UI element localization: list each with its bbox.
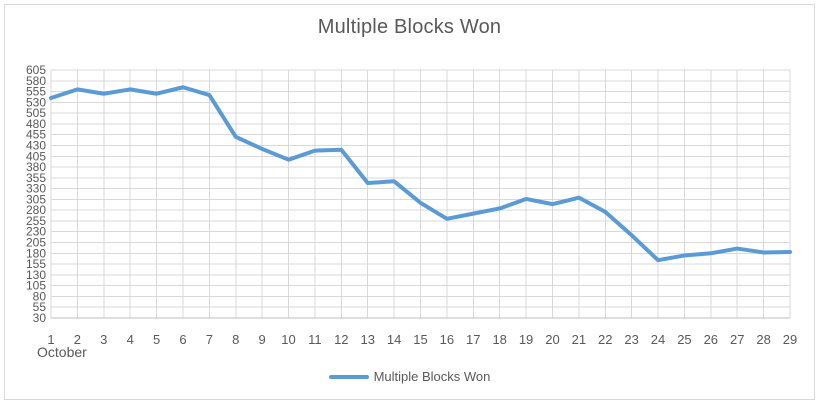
y-tick-label: 505 <box>26 106 46 120</box>
y-tick-label: 405 <box>26 149 46 163</box>
x-tick-label: 19 <box>519 332 533 347</box>
x-axis-month-label: October <box>37 344 87 360</box>
y-tick-label: 305 <box>26 192 46 206</box>
y-tick-label: 455 <box>26 128 46 142</box>
x-tick-label: 17 <box>466 332 480 347</box>
x-tick-label: 10 <box>281 332 295 347</box>
x-tick-label: 13 <box>360 332 374 347</box>
x-tick-label: 18 <box>492 332 506 347</box>
x-tick-label: 9 <box>259 332 266 347</box>
legend-label: Multiple Blocks Won <box>373 369 491 384</box>
x-tick-label: 15 <box>413 332 427 347</box>
x-tick-label: 11 <box>308 332 322 347</box>
y-tick-label: 555 <box>26 85 46 99</box>
y-tick-label: 380 <box>26 160 46 174</box>
y-tick-label: 355 <box>26 171 46 185</box>
x-tick-label: 29 <box>783 332 797 347</box>
y-tick-label: 180 <box>26 246 46 260</box>
x-tick-label: 1 <box>47 332 54 347</box>
y-tick-label: 480 <box>26 117 46 131</box>
x-tick-label: 6 <box>179 332 186 347</box>
y-tick-label: 105 <box>26 279 46 293</box>
legend-line-swatch <box>328 374 369 379</box>
x-tick-label: 24 <box>651 332 665 347</box>
y-tick-label: 130 <box>26 268 46 282</box>
y-tick-label: 230 <box>26 225 46 239</box>
y-tick-label: 55 <box>33 300 47 314</box>
x-tick-label: 8 <box>232 332 239 347</box>
y-tick-label: 80 <box>33 289 47 303</box>
x-tick-label: 27 <box>730 332 744 347</box>
chart-title: Multiple Blocks Won <box>317 16 502 38</box>
y-tick-label: 530 <box>26 95 46 109</box>
y-tick-label: 430 <box>26 138 46 152</box>
x-tick-label: 22 <box>598 332 612 347</box>
x-tick-label: 4 <box>127 332 134 347</box>
y-tick-label: 580 <box>26 74 46 88</box>
y-tick-label: 330 <box>26 182 46 196</box>
x-tick-label: 25 <box>677 332 691 347</box>
x-tick-label: 21 <box>572 332 586 347</box>
y-tick-label: 30 <box>33 311 47 325</box>
x-tick-label: 7 <box>206 332 213 347</box>
x-tick-label: 2 <box>74 332 81 347</box>
y-tick-label: 280 <box>26 203 46 217</box>
y-tick-label: 255 <box>26 214 46 228</box>
series-line <box>49 85 792 263</box>
x-tick-label: 3 <box>100 332 107 347</box>
x-tick-label: 16 <box>440 332 454 347</box>
x-tick-label: 28 <box>756 332 770 347</box>
x-tick-label: 20 <box>545 332 559 347</box>
x-tick-label: 5 <box>153 332 160 347</box>
x-tick-label: 12 <box>334 332 348 347</box>
y-tick-label: 155 <box>26 257 46 271</box>
y-tick-label: 205 <box>26 236 46 250</box>
x-tick-label: 26 <box>704 332 718 347</box>
legend: Multiple Blocks Won <box>0 369 819 384</box>
x-tick-label: 23 <box>624 332 638 347</box>
y-tick-label: 605 <box>26 63 46 77</box>
x-tick-label: 14 <box>387 332 401 347</box>
